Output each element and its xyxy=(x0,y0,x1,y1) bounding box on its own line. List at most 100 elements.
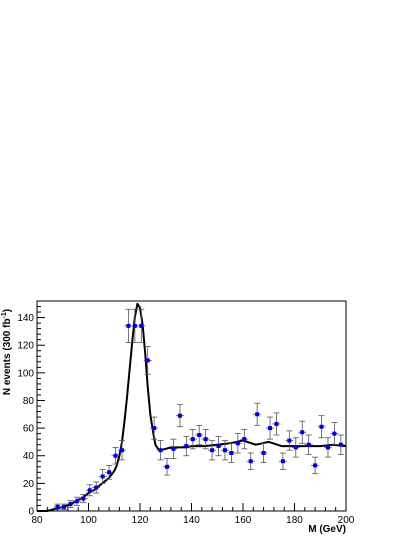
data-marker xyxy=(319,424,324,429)
y-tick-label: 40 xyxy=(23,451,35,462)
y-tick-label: 20 xyxy=(23,479,35,490)
data-point xyxy=(278,452,287,470)
data-point xyxy=(208,440,217,461)
data-marker xyxy=(235,441,240,446)
data-marker xyxy=(87,488,92,493)
data-marker xyxy=(177,413,182,418)
y-tick-label: 80 xyxy=(23,396,35,407)
data-layer xyxy=(37,302,347,512)
data-marker xyxy=(268,426,273,431)
data-point xyxy=(285,430,294,451)
x-tick-label: 200 xyxy=(338,515,355,526)
data-marker xyxy=(55,504,60,509)
data-point xyxy=(117,440,126,461)
data-point xyxy=(317,415,326,439)
data-point xyxy=(272,412,281,436)
data-marker xyxy=(74,499,79,504)
y-tick-label: 60 xyxy=(23,424,35,435)
data-point xyxy=(336,434,345,455)
data-point xyxy=(311,456,320,475)
data-point xyxy=(291,437,300,458)
y-axis-label-close: ) xyxy=(2,309,13,312)
data-marker xyxy=(203,437,208,442)
data-point xyxy=(66,500,75,508)
data-marker xyxy=(255,412,260,417)
data-marker xyxy=(229,450,234,455)
data-marker xyxy=(171,446,176,451)
data-marker xyxy=(81,496,86,501)
x-tick-label: 80 xyxy=(31,515,43,526)
data-point xyxy=(130,308,139,343)
data-marker xyxy=(132,323,137,328)
data-point xyxy=(188,429,197,450)
data-point xyxy=(111,447,120,465)
data-marker xyxy=(94,485,99,490)
data-point xyxy=(298,420,307,444)
data-marker xyxy=(100,474,105,479)
data-marker xyxy=(107,470,112,475)
data-marker xyxy=(113,453,118,458)
data-marker xyxy=(152,426,157,431)
data-point xyxy=(240,429,249,450)
data-point xyxy=(150,416,159,440)
data-marker xyxy=(293,445,298,450)
data-point xyxy=(98,469,107,484)
y-tick-label: 140 xyxy=(17,313,34,324)
data-point xyxy=(60,503,69,511)
data-marker xyxy=(332,431,337,436)
data-point xyxy=(163,458,172,476)
data-point xyxy=(92,481,101,494)
x-tick-label: 180 xyxy=(286,515,303,526)
data-marker xyxy=(325,445,330,450)
y-axis-label-sup: -1 xyxy=(1,312,8,318)
data-point xyxy=(195,424,204,446)
data-point xyxy=(105,465,114,480)
data-point xyxy=(246,452,255,470)
data-point xyxy=(233,433,242,454)
data-point xyxy=(156,440,165,461)
data-marker xyxy=(119,448,124,453)
data-point xyxy=(323,437,332,458)
y-axis-label-group: N events (300 fb-1) xyxy=(1,309,13,395)
data-marker xyxy=(126,323,131,328)
data-point xyxy=(143,346,152,375)
data-marker xyxy=(216,444,221,449)
data-point xyxy=(214,435,223,457)
data-point xyxy=(201,429,210,450)
data-marker xyxy=(197,433,202,438)
data-marker xyxy=(306,442,311,447)
data-point xyxy=(330,422,339,446)
data-marker xyxy=(68,502,73,507)
data-marker xyxy=(210,448,215,453)
plot-frame-group xyxy=(36,300,347,512)
data-point xyxy=(304,434,313,455)
data-marker xyxy=(145,358,150,363)
data-point xyxy=(253,402,262,426)
data-point xyxy=(175,404,184,428)
data-marker xyxy=(184,444,189,449)
data-marker xyxy=(222,448,227,453)
x-tick-label: 100 xyxy=(80,515,97,526)
plot-frame xyxy=(36,300,347,512)
data-marker xyxy=(165,464,170,469)
data-point xyxy=(220,440,229,461)
axes: 80 100 120 140 160 180 200 0 20 40 60 80 100 120 140 xyxy=(17,300,355,526)
x-tick-label: 160 xyxy=(235,515,252,526)
data-point xyxy=(227,442,236,464)
y-tick-label: 100 xyxy=(17,368,34,379)
data-marker xyxy=(274,421,279,426)
data-marker xyxy=(248,459,253,464)
data-point xyxy=(72,496,81,506)
y-tick-label: 0 xyxy=(28,507,34,518)
data-marker xyxy=(287,438,292,443)
y-axis-label: N events (300 fb-1) xyxy=(1,309,13,395)
data-marker xyxy=(313,463,318,468)
data-point xyxy=(79,494,88,504)
data-point xyxy=(169,438,178,459)
data-marker xyxy=(158,448,163,453)
data-marker xyxy=(261,450,266,455)
data-point xyxy=(266,416,275,440)
data-point xyxy=(137,308,146,343)
y-axis-label-main: N events (300 fb xyxy=(2,318,13,395)
